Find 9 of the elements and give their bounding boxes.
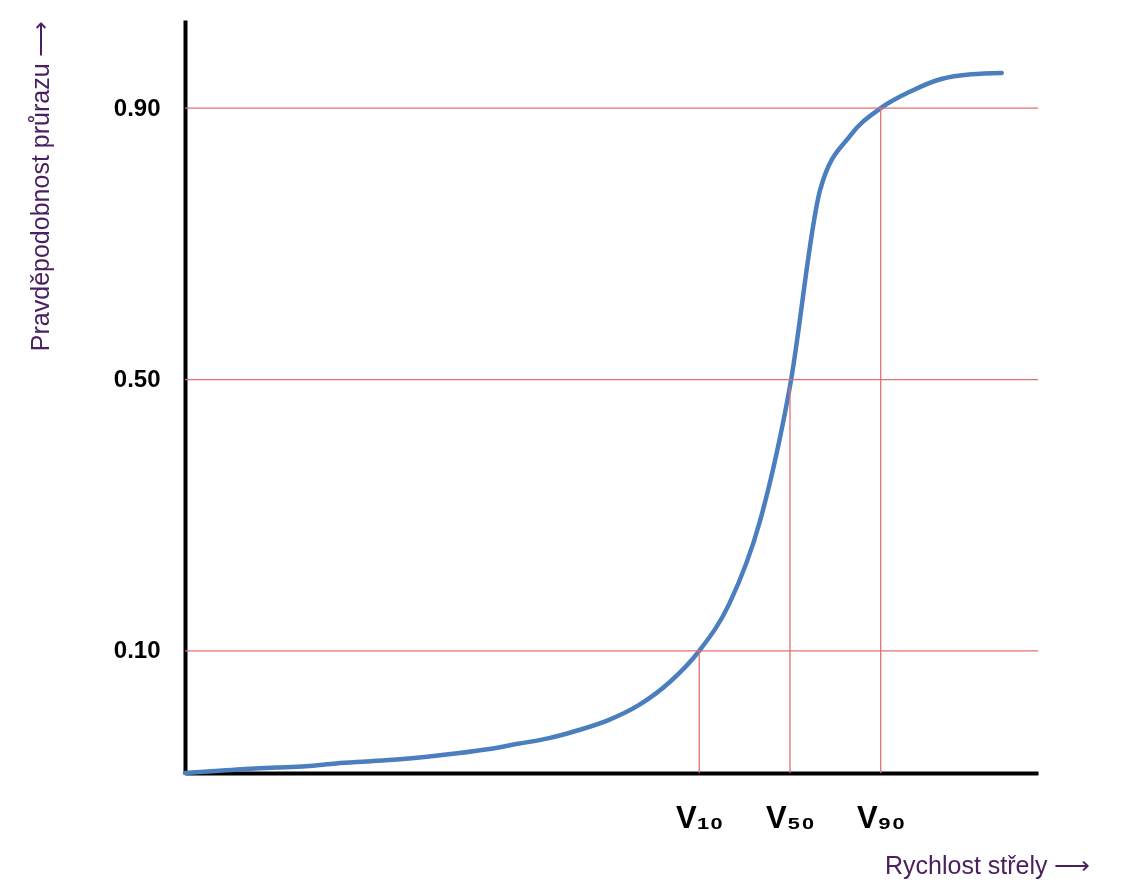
x-tick-label: V₅₀ (766, 799, 815, 835)
y-axis-title: Pravděpodobnost průrazu ⟶ (25, 20, 54, 352)
y-tick-label: 0.50 (113, 365, 161, 393)
x-tick-label: V₉₀ (856, 799, 906, 835)
y-tick-label: 0.90 (113, 93, 161, 121)
x-axis-title: Rychlost střely ⟶ (885, 850, 1091, 879)
line-series (182, 70, 1004, 776)
x-tick-label: V₁₀ (675, 799, 724, 835)
y-tick-label: 0.10 (113, 636, 161, 664)
